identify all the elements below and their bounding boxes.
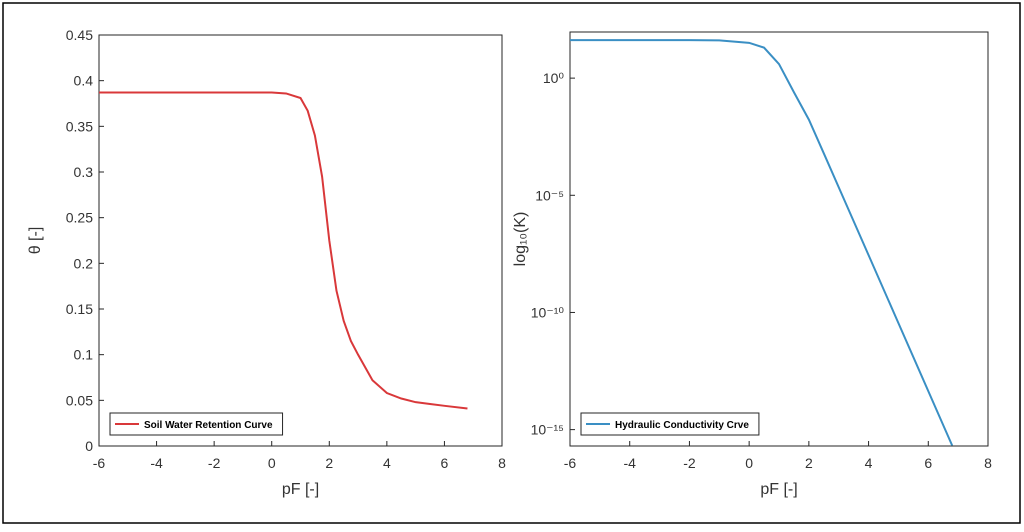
x-tick-label: 8 bbox=[984, 455, 992, 471]
legend-label: Soil Water Retention Curve bbox=[144, 420, 273, 431]
x-tick-label: -6 bbox=[93, 455, 106, 471]
x-axis-label: pF [-] bbox=[760, 481, 797, 498]
y-tick-label: 0.25 bbox=[66, 210, 93, 226]
y-tick-label: 10⁻¹⁰ bbox=[531, 304, 565, 320]
x-tick-label: 6 bbox=[924, 455, 932, 471]
x-tick-label: 0 bbox=[268, 455, 276, 471]
x-tick-label: -6 bbox=[564, 455, 577, 471]
y-tick-label: 0.05 bbox=[66, 392, 93, 408]
x-tick-label: 4 bbox=[383, 455, 391, 471]
plot-area bbox=[569, 31, 989, 447]
curve bbox=[570, 39, 954, 446]
y-tick-label: 0.1 bbox=[74, 347, 94, 363]
y-tick-label: 0.3 bbox=[74, 164, 94, 180]
y-tick-label: 0 bbox=[85, 438, 93, 454]
y-tick-label: 0.2 bbox=[74, 255, 94, 271]
y-tick-label: 0.4 bbox=[74, 73, 94, 89]
y-tick-label: 0.15 bbox=[66, 301, 93, 317]
x-tick-label: 0 bbox=[745, 455, 753, 471]
plot-area bbox=[98, 34, 503, 447]
legend-box bbox=[580, 412, 760, 436]
y-axis-label: θ [-] bbox=[27, 227, 44, 255]
x-tick-label: -4 bbox=[150, 455, 163, 471]
x-tick-label: 2 bbox=[325, 455, 333, 471]
curve bbox=[99, 91, 468, 410]
x-axis-label: pF [-] bbox=[282, 481, 319, 498]
x-tick-label: -2 bbox=[208, 455, 221, 471]
y-tick-label: 10⁻¹⁵ bbox=[531, 422, 564, 438]
legend-box bbox=[109, 412, 284, 436]
y-tick-label: 0.45 bbox=[66, 27, 93, 43]
x-tick-label: -4 bbox=[623, 455, 636, 471]
y-tick-label: 0.35 bbox=[66, 118, 93, 134]
y-tick-label: 10⁻⁵ bbox=[535, 187, 564, 203]
x-tick-label: 6 bbox=[441, 455, 449, 471]
legend-label: Hydraulic Conductivity Crve bbox=[615, 420, 749, 431]
y-axis-label: log₁₀(K) bbox=[512, 212, 529, 267]
x-tick-label: -2 bbox=[683, 455, 696, 471]
x-tick-label: 2 bbox=[805, 455, 813, 471]
x-tick-label: 8 bbox=[498, 455, 506, 471]
x-tick-label: 4 bbox=[865, 455, 873, 471]
y-tick-label: 10⁰ bbox=[543, 70, 565, 86]
